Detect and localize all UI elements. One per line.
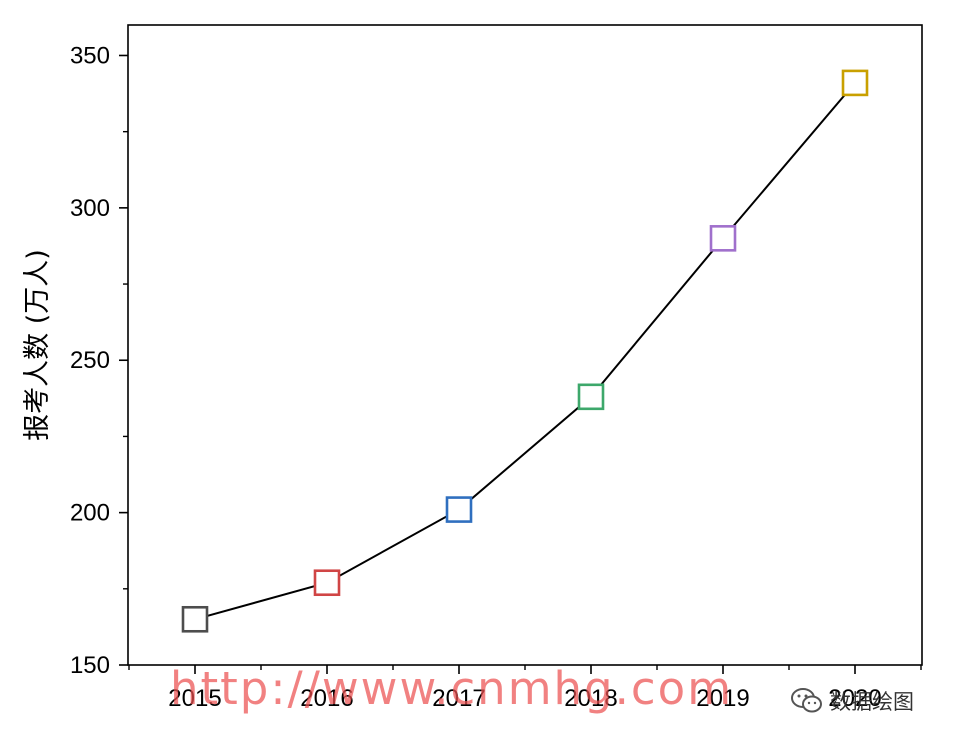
series-markers [181,69,869,633]
x-tick-label: 2015 [168,685,221,712]
x-tick-label: 2018 [564,685,617,712]
y-axis-title: 报考人数 (万人) [22,249,53,441]
y-tick-label: 300 [70,195,110,222]
series-line [194,82,856,621]
y-tick-label: 350 [70,42,110,69]
brand-badge: 数据绘图 [790,686,914,716]
x-axis: 2015 2016 2017 2018 2019 2020 [128,665,922,712]
wechat-icon [791,688,822,713]
data-point-2015 [181,605,209,633]
plot-frame [127,24,923,666]
y-tick-label: 250 [70,347,110,374]
x-tick-label: 2017 [432,685,485,712]
x-tick-label: 2016 [300,685,353,712]
data-point-2017 [445,496,473,523]
watermark-text: http://www.cnmhg.com [170,662,734,715]
data-point-2019 [709,225,737,252]
data-point-2016 [313,569,341,597]
x-tick-label: 2020 [828,685,881,712]
x-tick-label: 2019 [696,685,749,712]
y-tick-label: 150 [70,652,110,679]
y-axis: 150 200 250 300 350 [70,42,128,679]
y-tick-label: 200 [70,500,110,527]
brand-label: 数据绘图 [830,690,914,714]
data-point-2020 [841,69,869,97]
data-point-2018 [577,383,605,411]
